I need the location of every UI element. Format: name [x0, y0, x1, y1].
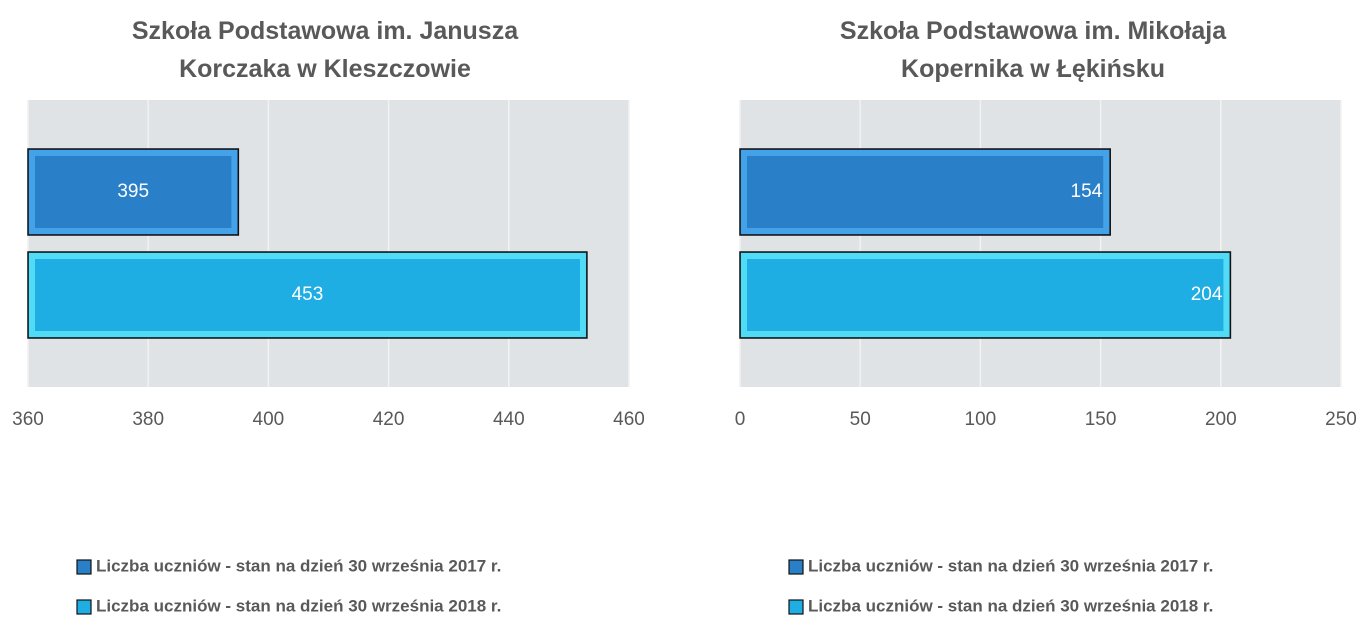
- data-label: 154: [1071, 181, 1103, 202]
- bar-bevel: [741, 150, 1110, 234]
- x-tick-label: 150: [1085, 409, 1117, 430]
- bar: [739, 148, 1111, 236]
- x-tick-label: 200: [1205, 409, 1237, 430]
- plot-area: [28, 100, 629, 387]
- data-label: 453: [292, 284, 324, 305]
- legend-label: Liczba uczniów - stan na dzień 30 wrześn…: [808, 556, 1213, 575]
- data-label: 395: [117, 181, 149, 202]
- bar-bevel: [29, 150, 238, 234]
- plot-area: [740, 100, 1341, 387]
- bar: [27, 251, 588, 339]
- x-tick-label: 400: [253, 409, 285, 430]
- chart-title: Szkoła Podstawowa im. Mikołaja Kopernika…: [839, 17, 1227, 83]
- x-tick-label: 420: [373, 409, 405, 430]
- legend-label: Liczba uczniów - stan na dzień 30 wrześn…: [96, 556, 501, 575]
- bar-bevel: [741, 253, 1230, 337]
- legend-swatch: [788, 559, 804, 575]
- x-tick-label: 250: [1325, 409, 1357, 430]
- legend-swatch: [76, 599, 92, 615]
- chart-title: Szkoła Podstawowa im. Janusza Korczaka w…: [131, 17, 519, 83]
- bar: [27, 148, 240, 236]
- bar: [739, 251, 1232, 339]
- x-tick-label: 360: [12, 409, 44, 430]
- data-label: 204: [1191, 284, 1223, 305]
- x-tick-label: 100: [965, 409, 997, 430]
- legend-swatch: [788, 599, 804, 615]
- x-tick-label: 0: [735, 409, 746, 430]
- x-tick-label: 460: [613, 409, 645, 430]
- x-tick-label: 440: [493, 409, 525, 430]
- legend-label: Liczba uczniów - stan na dzień 30 wrześn…: [808, 596, 1213, 615]
- legend-swatch: [76, 559, 92, 575]
- legend-label: Liczba uczniów - stan na dzień 30 wrześn…: [96, 596, 501, 615]
- x-tick-label: 50: [850, 409, 871, 430]
- bar-bevel: [29, 253, 586, 337]
- x-tick-label: 380: [132, 409, 164, 430]
